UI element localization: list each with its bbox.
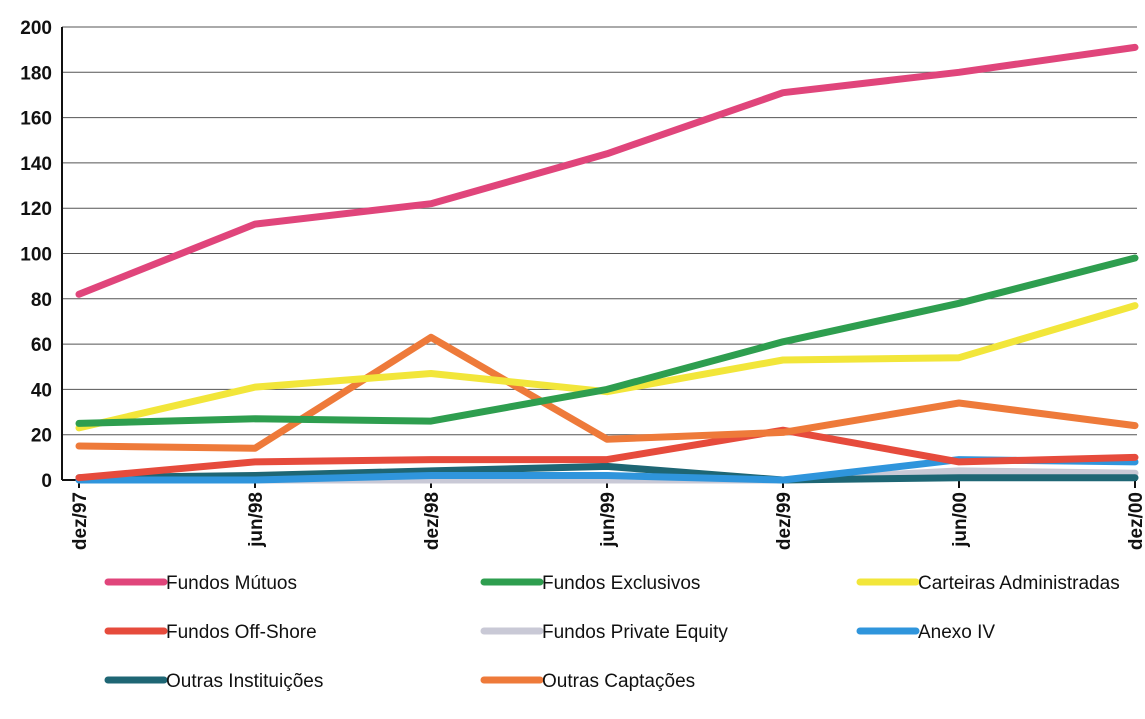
series-line-carteiras-administradas (75, 302, 1139, 432)
x-tick-label: dez/97 (70, 492, 91, 550)
legend-item: Outras Captações (480, 671, 695, 692)
y-tick-label: 180 (20, 63, 52, 84)
x-tick-label: jun/99 (598, 492, 619, 548)
series-line-outras-captacoes (75, 333, 1139, 452)
x-tick-labels: dez/97 jun/98 dez/98 jun/99 dez/99 jun/00 dez/… (70, 492, 1145, 550)
legend-item: Fundos Off-Shore (104, 622, 317, 643)
legend-label: Fundos Exclusivos (542, 573, 700, 594)
legend-label: Outras Instituições (166, 671, 323, 692)
grid-lines (62, 26, 1137, 436)
y-tick-label: 80 (31, 290, 52, 311)
x-tick-label: jun/98 (246, 492, 267, 548)
y-tick-labels: 0 20 40 60 80 100 120 140 160 180 200 (20, 18, 52, 492)
legend-item: Fundos Private Equity (480, 622, 728, 643)
y-tick-label: 100 (20, 245, 52, 266)
series-line-fundos-mutuos (75, 43, 1139, 298)
legend-label: Outras Captações (542, 671, 695, 692)
legend-label: Carteiras Administradas (918, 573, 1120, 594)
y-tick-label: 60 (31, 335, 52, 356)
legend-label: Fundos Private Equity (542, 622, 728, 643)
legend-item: Carteiras Administradas (856, 573, 1120, 594)
legend-label: Anexo IV (918, 622, 995, 643)
x-tick-label: dez/98 (422, 492, 443, 550)
legend-item: Fundos Mútuos (104, 573, 297, 594)
legend-label: Fundos Off-Shore (166, 622, 317, 643)
x-tick-label: jun/00 (950, 492, 971, 548)
x-tick-label: dez/99 (774, 492, 795, 550)
y-tick-label: 0 (41, 471, 52, 492)
legend: Fundos Mútuos Fundos Exclusivos Carteiras … (104, 573, 1120, 692)
legend-label: Fundos Mútuos (166, 573, 297, 594)
legend-item: Anexo IV (856, 622, 995, 643)
y-tick-label: 20 (31, 426, 52, 447)
series-line-outras-instituicoes (75, 462, 1139, 484)
legend-item: Fundos Exclusivos (480, 573, 700, 594)
x-tick-label: dez/00 (1126, 492, 1145, 550)
y-tick-label: 120 (20, 199, 52, 220)
y-tick-label: 140 (20, 154, 52, 175)
y-tick-label: 160 (20, 109, 52, 130)
y-tick-label: 200 (20, 18, 52, 39)
series-lines (75, 43, 1139, 484)
y-tick-label: 40 (31, 380, 52, 401)
series-line-fundos-off-shore (75, 426, 1139, 482)
series-line-fundos-exclusivos (75, 254, 1139, 427)
legend-item: Outras Instituições (104, 671, 323, 692)
